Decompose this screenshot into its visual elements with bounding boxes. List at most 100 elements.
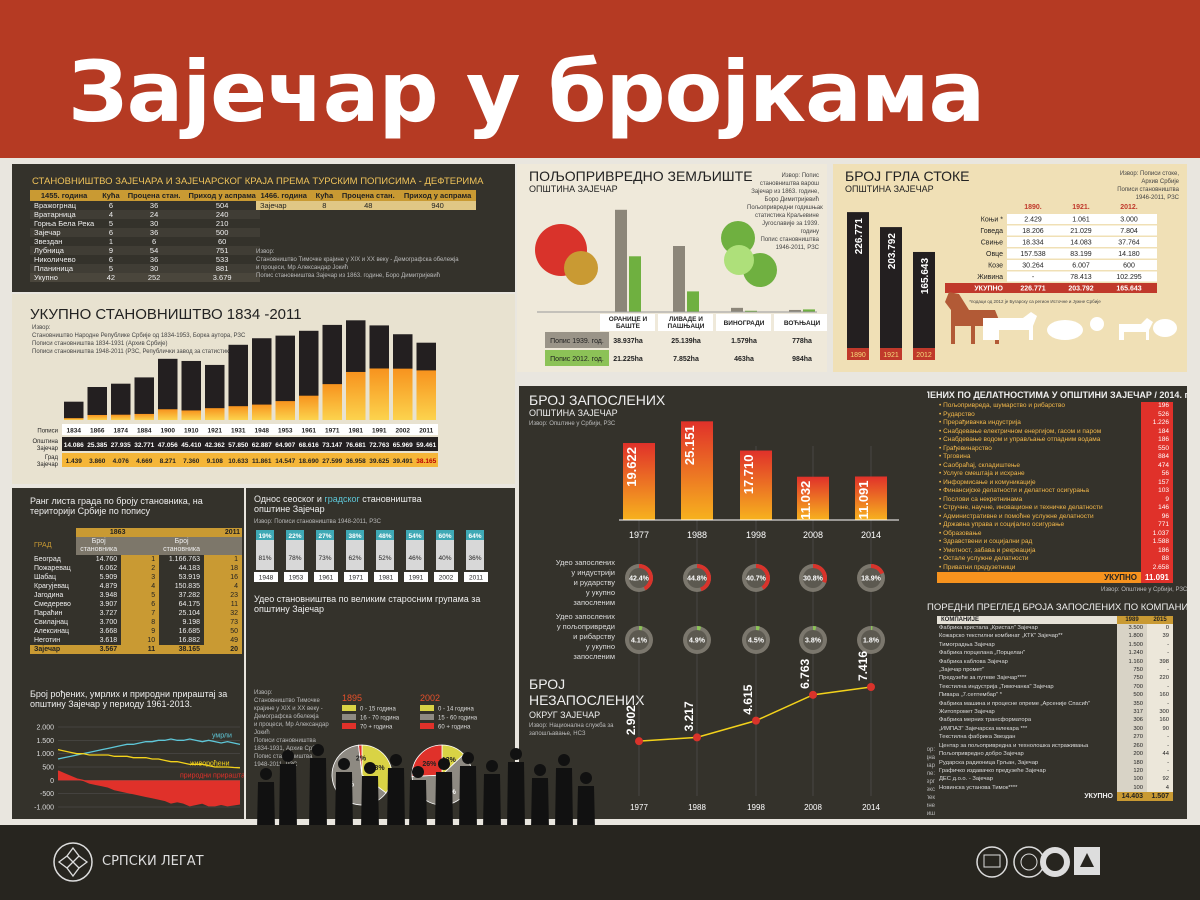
sector-value: 196 xyxy=(1140,402,1173,411)
series-line xyxy=(57,738,241,760)
livestock-source-line: Пописи становништва xyxy=(1117,187,1179,193)
chicken-icon xyxy=(1090,317,1104,331)
land-source-line: становништва варош xyxy=(759,181,819,187)
table-cell: Горња Бела Река xyxy=(34,219,95,228)
unemployed-value-label: 4.615 xyxy=(741,684,755,714)
person-body xyxy=(279,764,297,830)
column-header: Број становника xyxy=(76,537,122,555)
rank-cell: Крагујевац xyxy=(34,583,69,590)
person-body xyxy=(531,778,549,830)
year-label-bg xyxy=(913,348,935,360)
year-label: 1890 xyxy=(850,352,866,359)
sector-value: 474 xyxy=(1140,461,1173,470)
rural-share-label: 81% xyxy=(258,555,271,562)
y-tick-label: -1.000 xyxy=(34,805,54,812)
sector-row: • Стручне, научне, иновационе и техничке… xyxy=(937,504,1173,513)
sector-row: • Послови са некретнинама 9 xyxy=(937,495,1173,504)
land-bar-2012 xyxy=(803,309,815,312)
companies-source-line: *** Имлек xyxy=(927,795,935,801)
population-source-line: Извор: xyxy=(32,325,51,331)
y-tick-label: 500 xyxy=(42,765,54,772)
rank-cell: 3.567 xyxy=(76,645,122,654)
sector-label: • Стручне, научне, иновационе и техничке… xyxy=(939,504,1103,511)
city-value-label: 1.439 xyxy=(66,458,83,465)
table-cell: 240 xyxy=(184,210,260,219)
city-value-label: 39.491 xyxy=(393,458,413,465)
row-label: Попис 2012. год. xyxy=(550,356,604,363)
age-source-line: крајине у XIX и XX веку - xyxy=(254,706,323,712)
agriculture-ring-label: 3.8% xyxy=(805,638,822,645)
company-2015: 398 xyxy=(1147,657,1173,667)
employed-bar xyxy=(623,443,655,520)
rank-cell: 9 xyxy=(121,627,160,636)
urban-bar xyxy=(316,530,334,540)
livestock-row-label: Козе xyxy=(988,263,1003,270)
person-body xyxy=(257,782,275,830)
sector-row: • Административне и помоћне услужне дела… xyxy=(937,512,1173,521)
header-row: ГРАД Број становника Број становника xyxy=(30,537,242,555)
row-label: Зајечар xyxy=(37,446,59,452)
city-population-bar xyxy=(134,413,154,420)
company-name: Предузеће за путеве Зајечар**** xyxy=(939,675,1027,682)
urban-bar xyxy=(436,530,454,540)
sector-row: • Информисање и комуникације 157 xyxy=(937,478,1173,487)
city-value-label: 27.599 xyxy=(322,458,342,465)
footer-bar: СРПСКИ ЛЕГАТ xyxy=(0,825,1200,900)
total-value-label: 64.907 xyxy=(275,442,295,449)
companies-table: КОМПАНИЈЕ 1989 2015 Фабрика кристала „Крист… xyxy=(937,616,1173,802)
sectors-source: Извор: Општине у Србији, РЗС xyxy=(1101,587,1187,593)
year-label: 1981 xyxy=(349,428,364,435)
agriculture-label-line: у пољопривреди xyxy=(556,622,615,631)
births-title: Број рођених, умрлих и природни прирашта… xyxy=(30,689,228,709)
livestock-cell: 600 xyxy=(1123,263,1135,270)
rank-table: 1863 2011 ГРАД Број становника Број становни… xyxy=(30,528,242,654)
natural-growth-area xyxy=(58,771,240,806)
year-label: 2014 xyxy=(861,530,881,540)
livestock-header: 2012. xyxy=(1120,204,1138,211)
legend-swatch xyxy=(342,705,356,711)
table-cell: 36 xyxy=(123,228,185,237)
employed-title: БРОЈ ЗАПОСЛЕНИХ xyxy=(529,392,666,408)
sector-label: • Административне и помоћне услужне дела… xyxy=(939,512,1094,520)
employed-source: Извор: Општине у Србији, РЗС xyxy=(529,421,616,427)
defter-source-line: Попис становништва Зајечар из 1863. годи… xyxy=(256,273,441,279)
row-label: Општина xyxy=(33,439,59,445)
sector-value: 146 xyxy=(1140,504,1173,513)
company-2015: 4 xyxy=(1147,783,1173,793)
company-name: ДЕС д.о.о. - Зајечар xyxy=(939,776,993,783)
year-label: 1953 xyxy=(289,575,304,582)
year-header-row: 1863 2011 xyxy=(30,528,242,537)
category-label: БАШТЕ xyxy=(616,323,641,330)
companies-source-line: комора Зајечар xyxy=(927,763,935,769)
industry-label-line: у индустрији xyxy=(571,568,615,577)
table-cell: 881 xyxy=(184,264,260,273)
table-cell: 6 xyxy=(108,201,114,210)
population-source-line: Попиcи становништва 1948-2011 (РЗС, Репу… xyxy=(32,349,234,355)
company-1989: 270 xyxy=(1117,733,1147,742)
urban-share-label: 64% xyxy=(468,533,481,540)
person-body xyxy=(309,758,327,830)
rank-cell: Београд xyxy=(34,556,61,563)
company-row: Фабрика машина и процесне опреме „Арсени… xyxy=(937,699,1173,709)
unemployed-value-label: 7.416 xyxy=(856,651,870,681)
livestock-row-bg xyxy=(1007,260,1157,270)
rural-bar xyxy=(406,540,424,570)
row-label-bg xyxy=(545,332,609,348)
defter-source-line: Извор: xyxy=(256,249,275,255)
person-body xyxy=(335,772,353,830)
rank-cell: 18 xyxy=(204,564,242,573)
land-source-line: Зајечар из 1863. године, xyxy=(751,189,819,195)
y-tick-label: 1.000 xyxy=(36,751,54,758)
sector-row: • Снабдевање водом и управљање отпадним … xyxy=(937,436,1173,445)
value-label-1939: 778ha xyxy=(792,338,812,345)
column-header xyxy=(121,537,160,555)
urban-bar xyxy=(346,530,364,540)
goat-icon xyxy=(1119,318,1153,340)
pie-label: 2% xyxy=(356,756,367,763)
sector-value: 103 xyxy=(1140,487,1173,496)
year-label: 2012 xyxy=(916,352,932,359)
sheep-icon xyxy=(1153,319,1177,337)
person-head xyxy=(260,768,272,780)
rank-cell: Параћин xyxy=(34,610,63,617)
total-value-label: 42.362 xyxy=(205,442,225,449)
